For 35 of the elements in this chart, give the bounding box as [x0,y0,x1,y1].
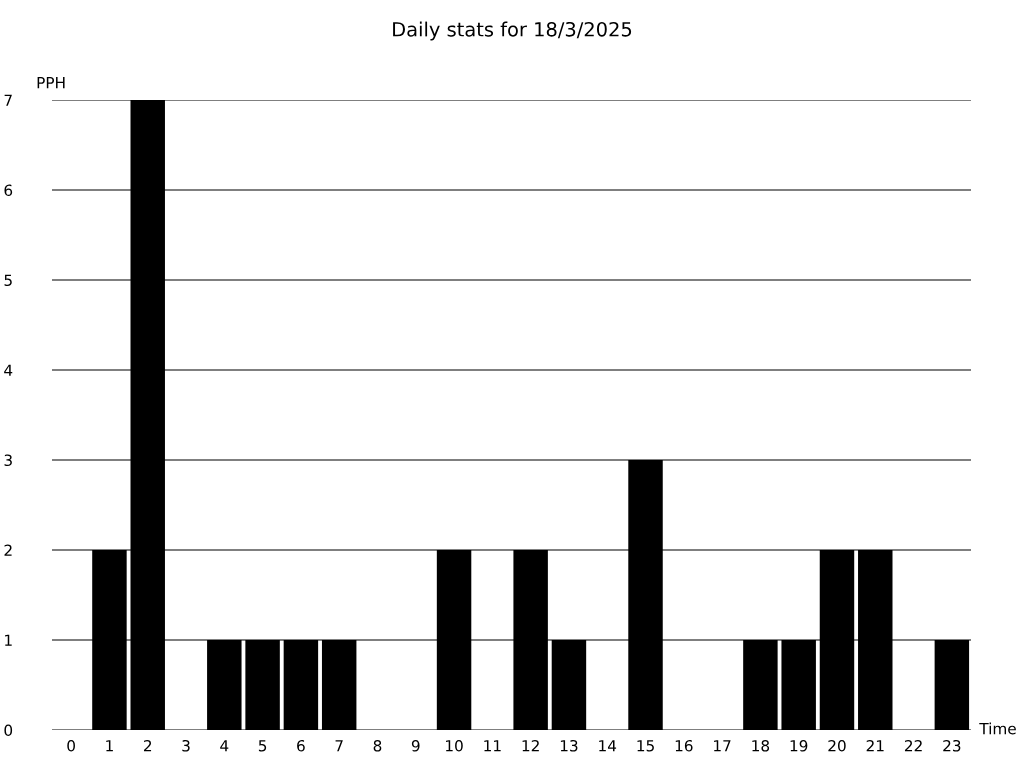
x-tick-label: 22 [904,739,922,752]
x-tick-label: 2 [143,739,152,752]
x-tick-label: 20 [828,739,846,752]
x-tick-label: 0 [67,739,75,752]
x-tick-label: 1 [106,740,113,752]
x-tick-label: 4 [220,740,229,752]
x-tick-label: 3 [182,739,190,752]
x-tick-label: 7 [335,740,343,752]
x-tick-label: 9 [411,739,420,752]
y-tick-label: 4 [4,364,13,376]
x-tick-label: 13 [560,739,578,752]
x-axis-title: Time [979,722,1016,735]
y-tick-label: 0 [4,724,13,737]
x-tick-label: 8 [373,739,382,752]
y-tick-label: 7 [4,94,12,106]
chart-title: Daily stats for 18/3/2025 [393,21,632,41]
y-axis-title: PPH [37,77,65,89]
y-tick-label: 6 [4,184,13,197]
x-tick-label: 16 [675,739,693,752]
y-tick-label: 5 [4,274,12,287]
x-tick-label: 12 [522,739,539,752]
x-tick-label: 11 [484,740,501,752]
x-tick-label: 19 [790,739,808,752]
x-tick-label: 23 [943,739,961,752]
x-tick-label: 17 [714,740,731,752]
x-tick-label: 5 [258,740,267,752]
x-tick-label: 6 [297,739,305,752]
x-tick-label: 14 [599,740,617,752]
y-tick-label: 3 [4,454,12,467]
x-tick-label: 21 [866,739,884,752]
x-tick-label: 10 [446,739,463,752]
y-tick-label: 2 [4,544,12,556]
x-tick-label: 15 [637,740,654,752]
x-tick-label: 18 [752,739,770,752]
y-tick-label: 1 [5,634,12,646]
